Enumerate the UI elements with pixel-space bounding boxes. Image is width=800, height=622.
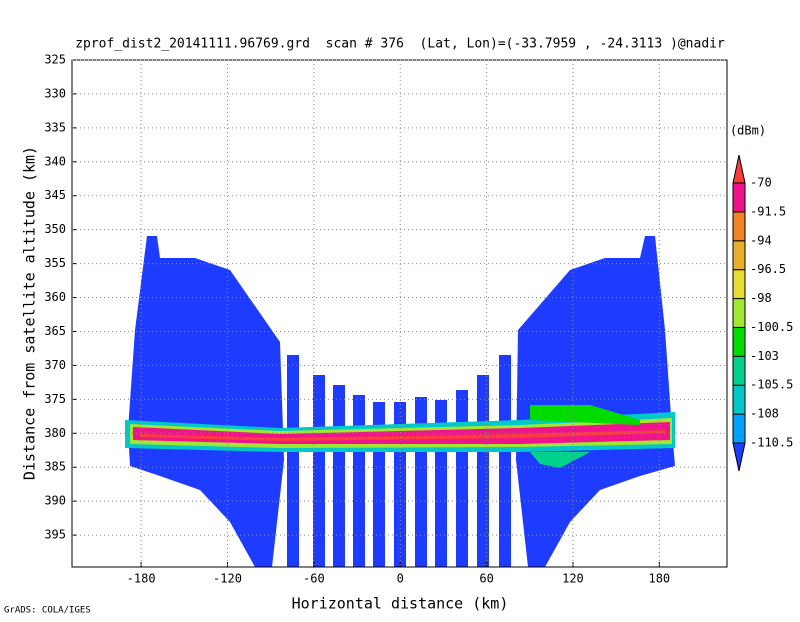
colorbar-label: -70 <box>750 176 772 190</box>
echo-region <box>516 236 675 567</box>
x-tick-label: -60 <box>303 572 325 586</box>
colorbar-label: -108 <box>750 407 779 421</box>
y-tick-label: 365 <box>44 324 66 338</box>
y-tick-label: 355 <box>44 256 66 270</box>
echo-column <box>456 390 468 567</box>
x-tick-label: -120 <box>213 572 242 586</box>
x-tick-label: 180 <box>648 572 670 586</box>
y-tick-label: 350 <box>44 222 66 236</box>
colorbar-segment <box>732 298 746 328</box>
colorbar-label: -100.5 <box>750 320 793 334</box>
y-tick-label: 345 <box>44 188 66 202</box>
echo-column <box>313 375 325 567</box>
x-tick-label: 120 <box>562 572 584 586</box>
y-tick-label: 375 <box>44 392 66 406</box>
y-tick-label: 370 <box>44 358 66 372</box>
x-tick-label: -180 <box>127 572 156 586</box>
colorbar-segment <box>732 326 746 357</box>
echo-column <box>499 355 511 567</box>
echo-region <box>530 405 640 425</box>
colorbar-label: -110.5 <box>750 436 793 450</box>
echo-region <box>530 452 590 468</box>
echo-column <box>415 397 427 567</box>
plot-frame <box>71 59 728 568</box>
colorbar-label: -105.5 <box>750 378 793 392</box>
y-tick-label: 335 <box>44 120 66 134</box>
credit: GrADS: COLA/IGES <box>4 606 91 616</box>
colorbar-segment <box>732 413 746 444</box>
colorbar-segment <box>732 154 746 184</box>
colorbar-segment <box>732 355 746 386</box>
y-tick-label: 340 <box>44 154 66 168</box>
y-tick-label: 395 <box>44 528 66 542</box>
echo-column <box>287 355 299 567</box>
y-tick-label: 380 <box>44 426 66 440</box>
radar-field <box>125 236 675 567</box>
x-tick-label: 0 <box>397 572 404 586</box>
colorbar-label: -91.5 <box>750 204 786 218</box>
colorbar-label: -96.5 <box>750 262 786 276</box>
chart-title: zprof_dist2_20141111.96769.grd scan # 37… <box>75 37 725 52</box>
x-tick-label: 60 <box>479 572 493 586</box>
colorbar-label: -98 <box>750 291 772 305</box>
echo-column <box>333 385 345 567</box>
y-tick-label: 385 <box>44 460 66 474</box>
colorbar-segment <box>732 384 746 415</box>
x-axis-label: Horizontal distance (km) <box>292 595 509 613</box>
echo-region <box>140 430 665 441</box>
colorbar-segment <box>732 269 746 300</box>
y-tick-label: 330 <box>44 86 66 100</box>
colorbar-label: -94 <box>750 233 772 247</box>
echo-region <box>128 236 284 567</box>
y-tick-label: 360 <box>44 290 66 304</box>
y-tick-label: 390 <box>44 494 66 508</box>
colorbar-segment <box>732 182 746 213</box>
y-axis-label: Distance from satellite altitude (km) <box>21 146 39 480</box>
colorbar-unit: (dBm) <box>730 124 766 138</box>
colorbar-segment <box>732 240 746 271</box>
y-tick-label: 325 <box>44 53 66 67</box>
colorbar-segment <box>732 211 746 242</box>
echo-column <box>353 395 365 567</box>
echo-column <box>477 375 489 567</box>
colorbar-segment <box>732 442 746 472</box>
colorbar-label: -103 <box>750 349 779 363</box>
